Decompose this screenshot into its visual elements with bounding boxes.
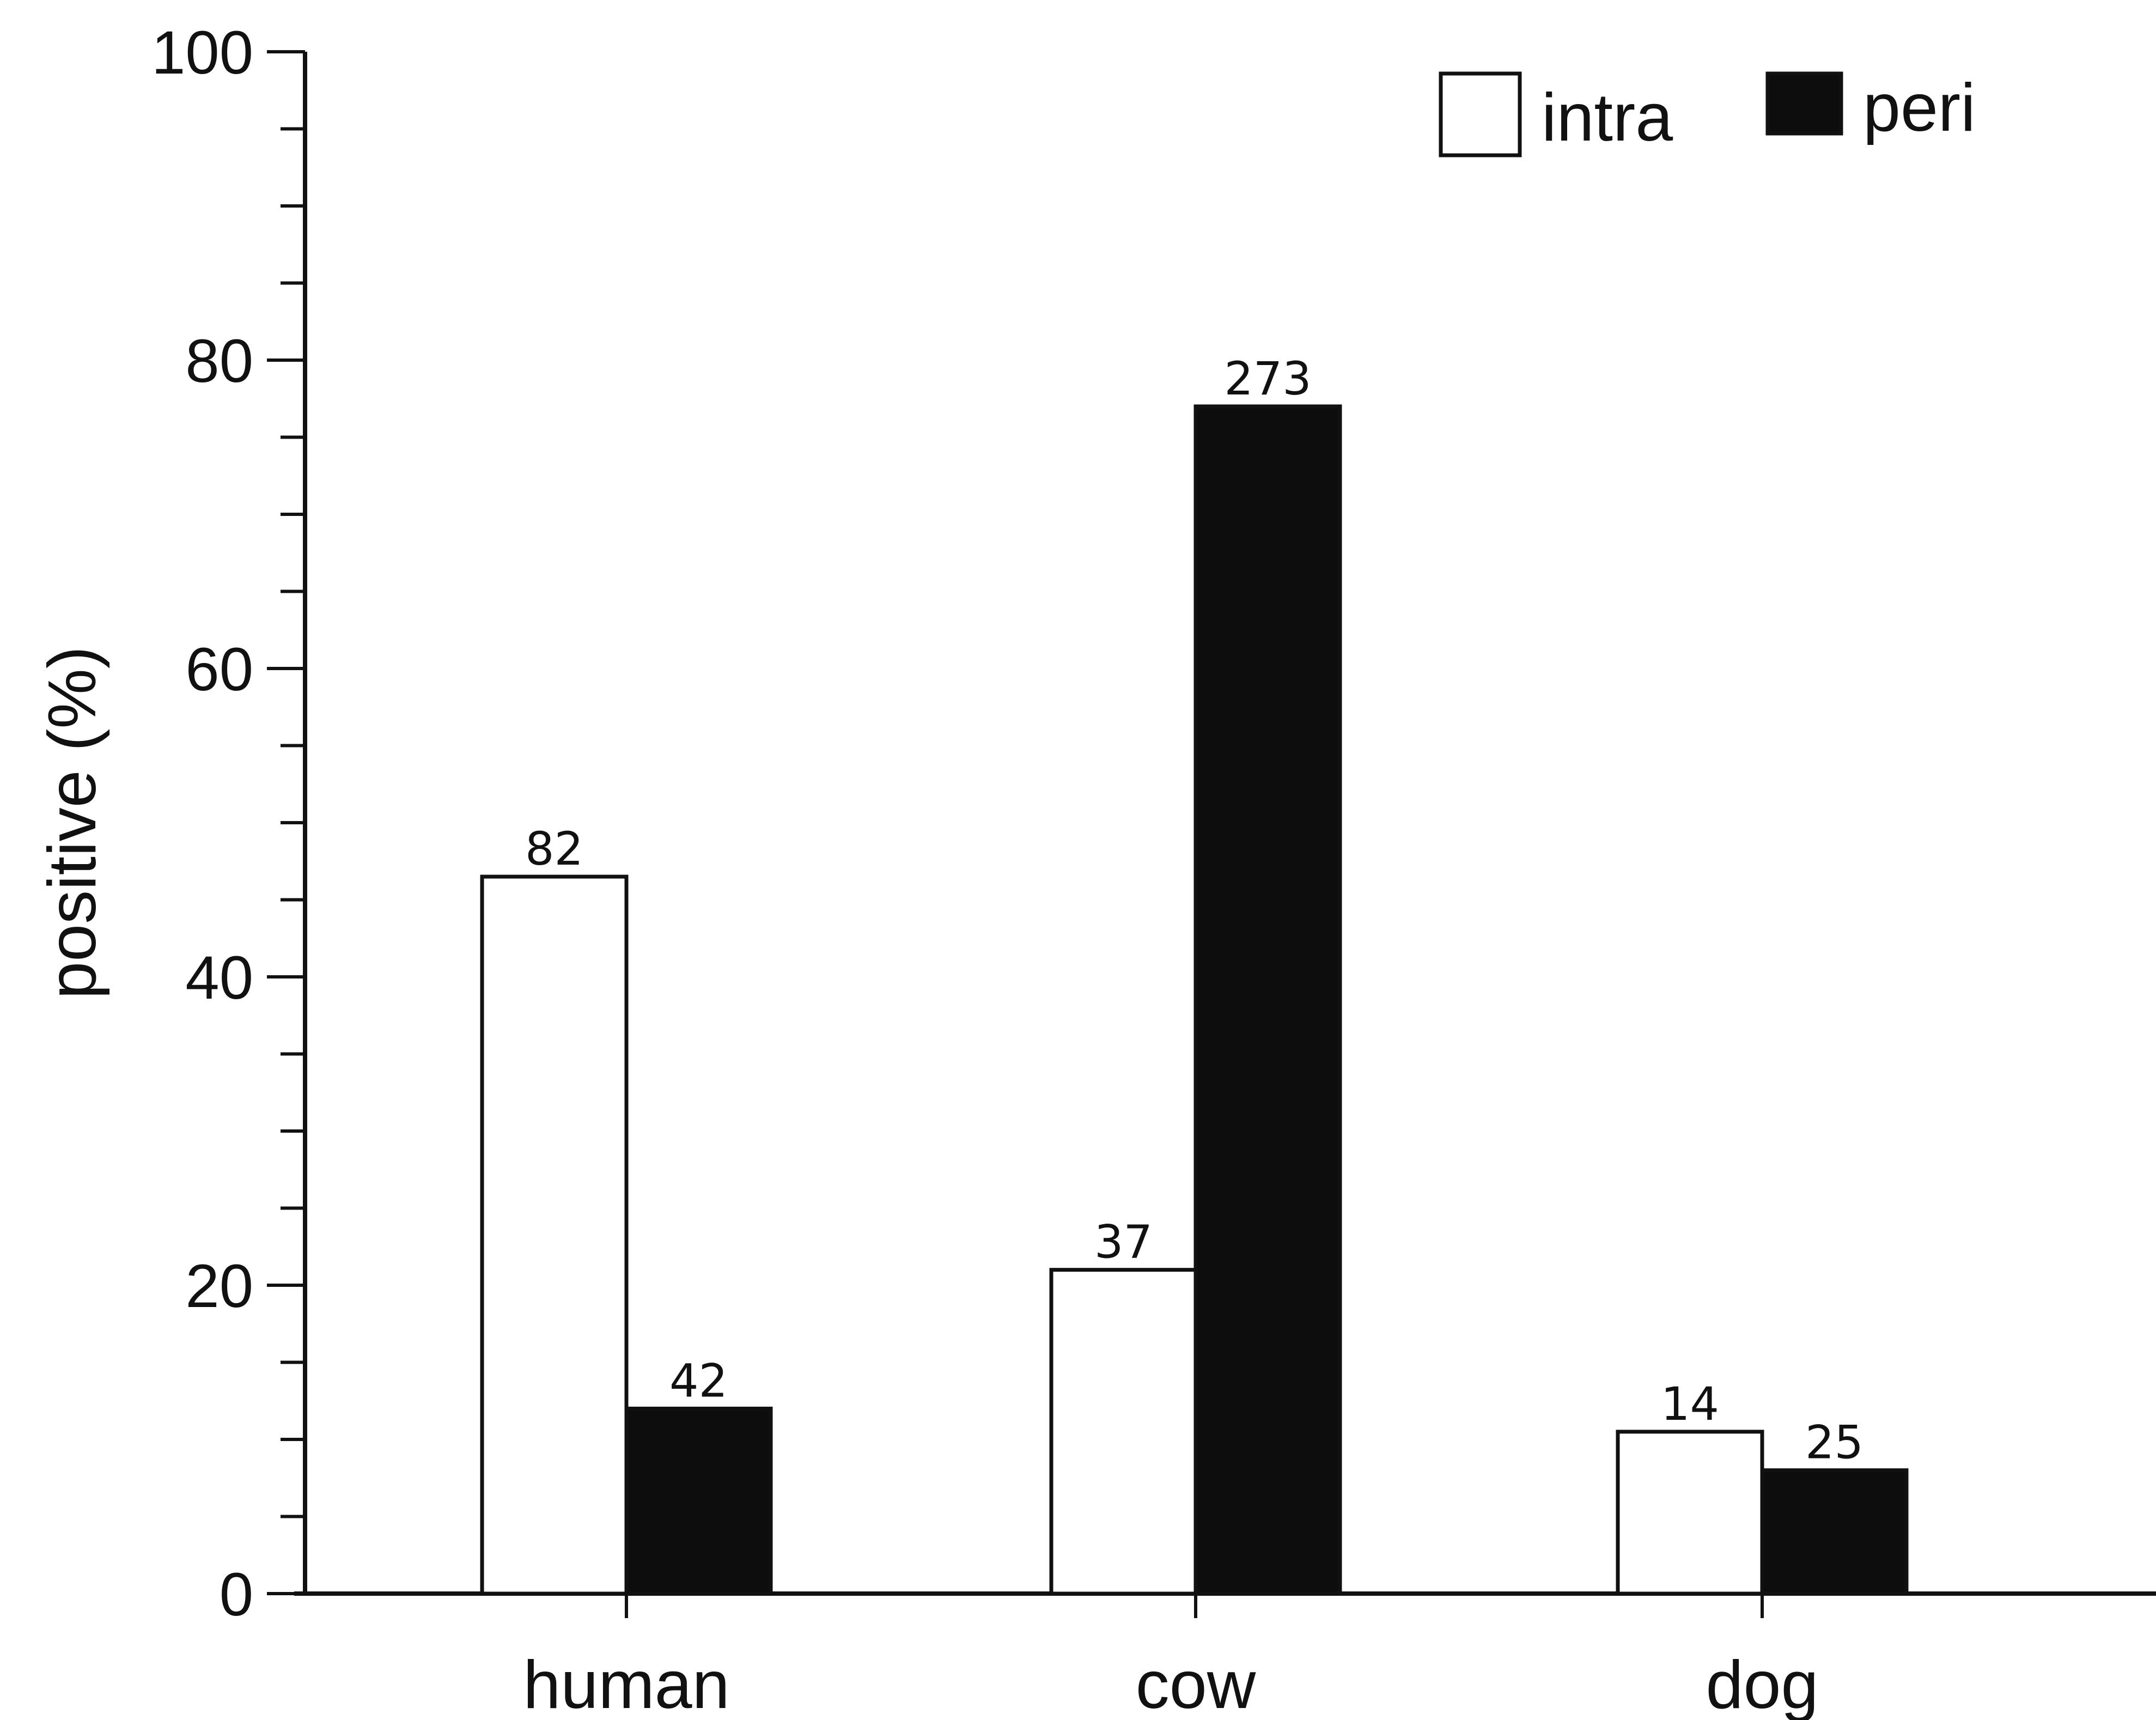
- y-tick-label: 80: [185, 327, 253, 395]
- bar-value-label: 37: [1094, 1215, 1153, 1269]
- x-category-label: dog: [1706, 1648, 1819, 1720]
- bar-intra-dog: [1616, 1430, 1764, 1596]
- bar-value-label: 42: [669, 1354, 728, 1407]
- x-category-label: cow: [1136, 1648, 1256, 1720]
- y-tick-label: 60: [185, 635, 253, 703]
- legend-swatch-peri: [1765, 71, 1843, 136]
- legend: intra peri: [1439, 70, 1976, 157]
- category-labels: human cow dog: [523, 1594, 1818, 1720]
- bar-value-label: 14: [1661, 1377, 1719, 1431]
- bar-peri-cow: [1193, 404, 1342, 1596]
- bar-value-label: 82: [525, 822, 583, 876]
- bar-value-label: 273: [1224, 352, 1311, 405]
- bar-peri-human: [624, 1406, 773, 1596]
- legend-swatch-intra: [1439, 71, 1522, 157]
- y-axis-label: positive (%): [35, 646, 110, 999]
- bar-intra-human: [480, 874, 629, 1596]
- y-tick-label: 100: [151, 19, 253, 87]
- legend-label-intra: intra: [1542, 80, 1673, 155]
- y-ticks: 0 20 40 60 80 100: [151, 19, 305, 1628]
- bars: 82 42 37 273 14 25: [480, 352, 1909, 1596]
- bar-peri-dog: [1760, 1468, 1909, 1596]
- bar-value-label: 25: [1805, 1416, 1863, 1469]
- y-tick-label: 0: [220, 1560, 253, 1628]
- legend-label-peri: peri: [1863, 70, 1976, 145]
- x-category-label: human: [523, 1648, 729, 1720]
- bar-intra-cow: [1049, 1268, 1198, 1596]
- y-tick-label: 40: [185, 944, 253, 1012]
- y-tick-label: 20: [185, 1252, 253, 1320]
